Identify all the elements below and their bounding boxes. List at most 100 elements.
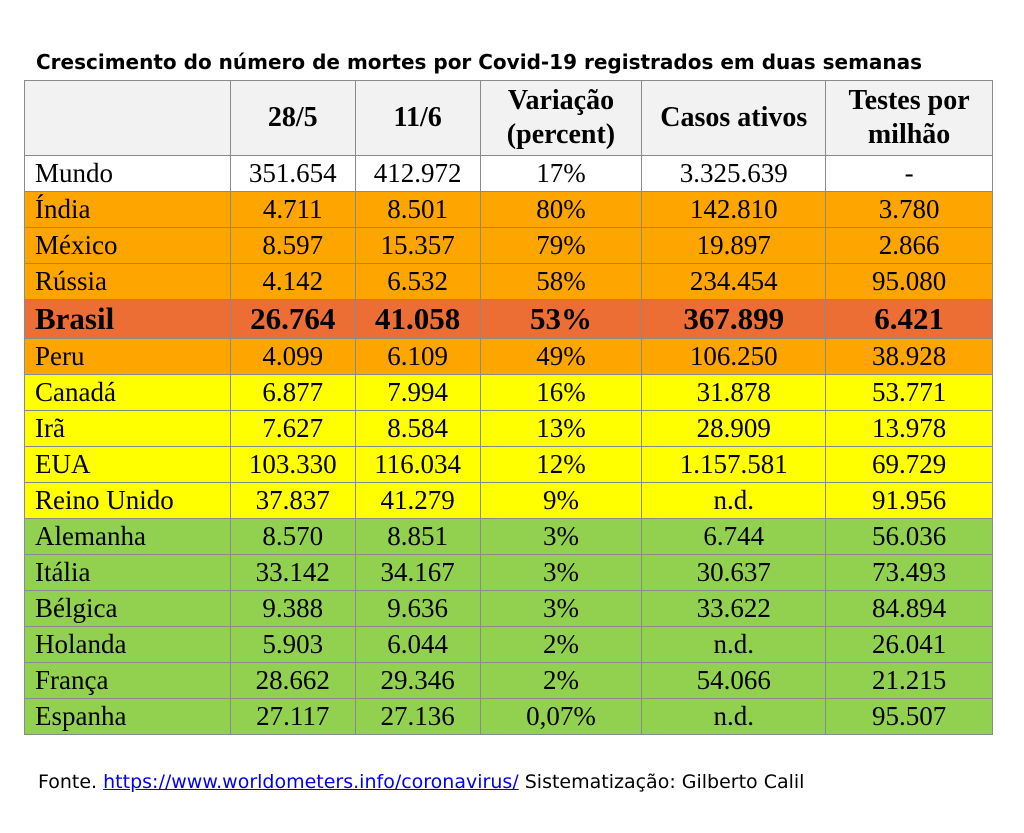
cell-country: Mundo	[24, 155, 231, 192]
header-cell-variation: Variação (percent)	[479, 80, 643, 156]
cell-deaths-11-6: 7.994	[354, 374, 481, 411]
cell-country: França	[24, 662, 231, 699]
cell-active-cases: n.d.	[641, 698, 827, 735]
cell-deaths-28-5: 351.654	[229, 155, 356, 192]
cell-variation: 0,07%	[479, 698, 643, 735]
cell-deaths-28-5: 28.662	[229, 662, 356, 699]
cell-active-cases: 6.744	[641, 518, 827, 555]
table-row: Espanha 27.117 27.136 0,07% n.d. 95.507	[24, 698, 993, 735]
cell-deaths-11-6: 41.058	[354, 299, 481, 339]
header-cell-tests-per-million: Testes por milhão	[825, 80, 993, 156]
cell-country: Rússia	[24, 263, 231, 300]
source-prefix: Fonte.	[38, 771, 104, 793]
cell-variation: 80%	[479, 191, 643, 228]
cell-country: México	[24, 227, 231, 264]
cell-tests-per-million: 6.421	[825, 299, 993, 339]
cell-country: Espanha	[24, 698, 231, 735]
source-link[interactable]: https://www.worldometers.info/coronaviru…	[103, 771, 519, 793]
cell-deaths-28-5: 4.711	[229, 191, 356, 228]
cell-tests-per-million: 3.780	[825, 191, 993, 228]
table-row: Alemanha 8.570 8.851 3% 6.744 56.036	[24, 518, 993, 555]
cell-deaths-11-6: 6.532	[354, 263, 481, 300]
table-row: França 28.662 29.346 2% 54.066 21.215	[24, 662, 993, 699]
cell-tests-per-million: 95.080	[825, 263, 993, 300]
table-body: Mundo 351.654 412.972 17% 3.325.639- Índia 4.7…	[24, 155, 993, 735]
cell-variation: 2%	[479, 626, 643, 663]
cell-variation: 58%	[479, 263, 643, 300]
cell-variation: 53%	[479, 299, 643, 339]
cell-deaths-11-6: 9.636	[354, 590, 481, 627]
table-row: Bélgica 9.388 9.636 3% 33.622 84.894	[24, 590, 993, 627]
cell-deaths-11-6: 34.167	[354, 554, 481, 591]
cell-country: Bélgica	[24, 590, 231, 627]
cell-active-cases: 142.810	[641, 191, 827, 228]
cell-active-cases: 33.622	[641, 590, 827, 627]
cell-deaths-11-6: 27.136	[354, 698, 481, 735]
table-row: Índia 4.711 8.501 80% 142.810 3.780	[24, 191, 993, 228]
cell-variation: 49%	[479, 338, 643, 375]
cell-tests-per-million: 95.507	[825, 698, 993, 735]
cell-active-cases: 3.325.639	[641, 155, 827, 192]
header-cell-active-cases: Casos ativos	[641, 80, 827, 156]
cell-variation: 79%	[479, 227, 643, 264]
table-header-row: 28/5 11/6 Variação (percent) Casos ativo…	[24, 80, 993, 156]
cell-tests-per-million: 73.493	[825, 554, 993, 591]
table-row: EUA 103.330 116.034 12% 1.157.581 69.729	[24, 446, 993, 483]
cell-active-cases: 19.897	[641, 227, 827, 264]
cell-country: Brasil	[24, 299, 231, 339]
cell-deaths-11-6: 412.972	[354, 155, 481, 192]
cell-deaths-28-5: 4.099	[229, 338, 356, 375]
cell-variation: 3%	[479, 554, 643, 591]
cell-variation: 16%	[479, 374, 643, 411]
table-row: Itália 33.142 34.167 3% 30.637 73.493	[24, 554, 993, 591]
cell-tests-per-million: 91.956	[825, 482, 993, 519]
table-row: Mundo 351.654 412.972 17% 3.325.639-	[24, 155, 993, 192]
cell-country: Irã	[24, 410, 231, 447]
cell-deaths-11-6: 6.044	[354, 626, 481, 663]
cell-active-cases: 30.637	[641, 554, 827, 591]
cell-deaths-28-5: 9.388	[229, 590, 356, 627]
cell-variation: 17%	[479, 155, 643, 192]
cell-active-cases: 31.878	[641, 374, 827, 411]
cell-deaths-11-6: 8.584	[354, 410, 481, 447]
cell-active-cases: 234.454	[641, 263, 827, 300]
cell-variation: 3%	[479, 590, 643, 627]
cell-tests-per-million: 26.041	[825, 626, 993, 663]
header-cell-country	[24, 80, 231, 156]
cell-deaths-28-5: 103.330	[229, 446, 356, 483]
cell-active-cases: 1.157.581	[641, 446, 827, 483]
cell-country: Itália	[24, 554, 231, 591]
cell-deaths-28-5: 4.142	[229, 263, 356, 300]
table-row: México 8.597 15.357 79% 19.897 2.866	[24, 227, 993, 264]
covid-deaths-table: 28/5 11/6 Variação (percent) Casos ativo…	[24, 80, 993, 735]
cell-deaths-11-6: 41.279	[354, 482, 481, 519]
cell-variation: 3%	[479, 518, 643, 555]
cell-active-cases: 28.909	[641, 410, 827, 447]
cell-deaths-28-5: 7.627	[229, 410, 356, 447]
cell-active-cases: 367.899	[641, 299, 827, 339]
source-line: Fonte. https://www.worldometers.info/cor…	[38, 771, 804, 793]
table-row: Holanda 5.903 6.044 2% n.d. 26.041	[24, 626, 993, 663]
cell-country: EUA	[24, 446, 231, 483]
cell-country: Peru	[24, 338, 231, 375]
cell-variation: 9%	[479, 482, 643, 519]
cell-deaths-28-5: 27.117	[229, 698, 356, 735]
cell-variation: 2%	[479, 662, 643, 699]
cell-active-cases: 106.250	[641, 338, 827, 375]
cell-active-cases: n.d.	[641, 482, 827, 519]
cell-deaths-28-5: 26.764	[229, 299, 356, 339]
cell-country: Holanda	[24, 626, 231, 663]
header-cell-date-28-5: 28/5	[229, 80, 356, 156]
cell-deaths-11-6: 116.034	[354, 446, 481, 483]
document-title: Crescimento do número de mortes por Covi…	[36, 50, 923, 74]
header-cell-date-11-6: 11/6	[354, 80, 481, 156]
table-row: Brasil 26.764 41.058 53% 367.899 6.421	[24, 299, 993, 339]
cell-variation: 13%	[479, 410, 643, 447]
cell-country: Alemanha	[24, 518, 231, 555]
cell-active-cases: 54.066	[641, 662, 827, 699]
cell-deaths-28-5: 37.837	[229, 482, 356, 519]
cell-tests-per-million: 53.771	[825, 374, 993, 411]
cell-deaths-11-6: 6.109	[354, 338, 481, 375]
table-row: Reino Unido 37.837 41.279 9% n.d. 91.956	[24, 482, 993, 519]
cell-country: Índia	[24, 191, 231, 228]
